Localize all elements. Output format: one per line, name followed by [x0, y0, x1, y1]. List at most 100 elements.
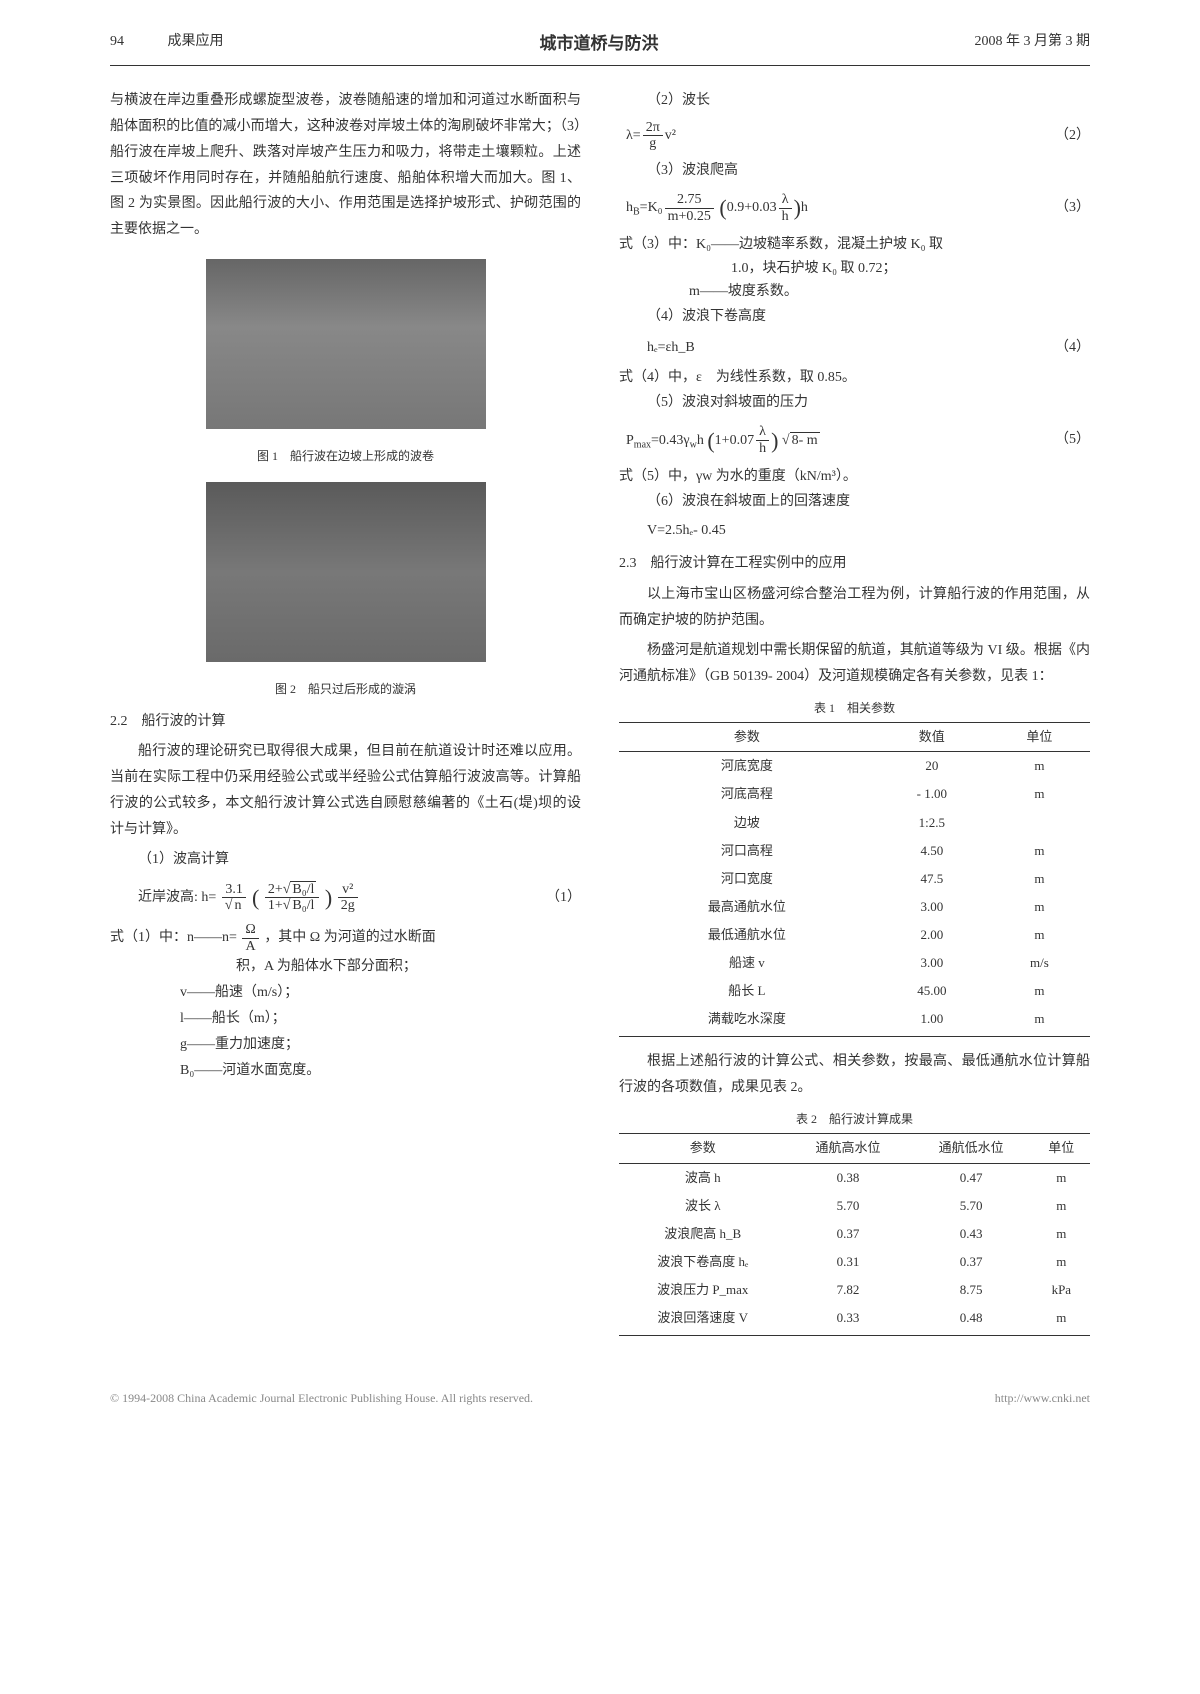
table-row: 最低通航水位2.00m	[619, 921, 1090, 949]
table-cell: - 1.00	[875, 780, 989, 808]
eq4-number: （4）	[1055, 336, 1090, 360]
table-cell: m	[989, 921, 1090, 949]
eq5-number: （5）	[1055, 428, 1090, 452]
table-cell: 河口宽度	[619, 865, 875, 893]
table-cell: 0.43	[910, 1220, 1033, 1248]
table-2-caption: 表 2 船行波计算成果	[619, 1109, 1090, 1129]
table-header: 参数	[619, 723, 875, 752]
table-row: 船速 v3.00m/s	[619, 949, 1090, 977]
header-left-label: 成果应用	[168, 34, 224, 49]
page-header: 94 成果应用 城市道桥与防洪 2008 年 3 月第 3 期	[110, 30, 1090, 66]
eq5-desc: 式（5）中，γw 为水的重度（kN/m³）。	[619, 465, 1090, 489]
eq1-desc-v: v——船速（m/s）；	[180, 980, 581, 1006]
eq3-desc-line2: m——坡度系数。	[689, 280, 1090, 304]
table-cell: 4.50	[875, 837, 989, 865]
table-cell: m	[1033, 1220, 1090, 1248]
eq3-formula: hB=K₀2.75m+0.25 (0.9+0.03λh)h	[626, 189, 808, 226]
right-column: （2）波长 λ=2πgv² （2） （3）波浪爬高 hB=K₀2.75m+0.2…	[619, 88, 1090, 1348]
item-5-title: （5）波浪对斜坡面的压力	[619, 390, 1090, 416]
table-row: 波浪下卷高度 hₑ0.310.37m	[619, 1248, 1090, 1276]
table-cell: 波浪回落速度 V	[619, 1304, 787, 1336]
table-cell: 3.00	[875, 949, 989, 977]
table-cell: 0.37	[787, 1220, 910, 1248]
table-cell: 20	[875, 752, 989, 781]
table-cell: m	[1033, 1304, 1090, 1336]
figure-1-caption: 图 1 船行波在边坡上形成的波卷	[110, 446, 581, 466]
header-left: 94 成果应用	[110, 30, 224, 59]
header-right: 2008 年 3 月第 3 期	[975, 30, 1091, 59]
table-cell: m	[989, 893, 1090, 921]
figure-1-image	[206, 259, 486, 429]
section-2-2: 2.2 船行波的计算	[110, 710, 581, 734]
table-cell: 45.00	[875, 977, 989, 1005]
figure-2: 图 2 船只过后形成的漩涡	[110, 482, 581, 699]
table-header: 单位	[989, 723, 1090, 752]
table-row: 河底高程- 1.00m	[619, 780, 1090, 808]
table-cell: 2.00	[875, 921, 989, 949]
eq6-formula: V=2.5hₑ- 0.45	[647, 519, 1090, 543]
eq3-number: （3）	[1055, 196, 1090, 220]
table-cell: 河口高程	[619, 837, 875, 865]
item-4-title: （4）波浪下卷高度	[619, 304, 1090, 330]
eq1-desc-b0: B₀——河道水面宽度。	[180, 1058, 581, 1084]
table-cell: 波长 λ	[619, 1192, 787, 1220]
table-cell	[989, 809, 1090, 837]
table-cell: 8.75	[910, 1276, 1033, 1304]
table-cell: 0.31	[787, 1248, 910, 1276]
table-1: 参数 数值 单位 河底宽度20m河底高程- 1.00m边坡1:2.5河口高程4.…	[619, 722, 1090, 1037]
eq2-number: （2）	[1055, 124, 1090, 148]
left-column: 与横波在岸边重叠形成螺旋型波卷，波卷随船速的增加和河道过水断面积与船体面积的比值…	[110, 88, 581, 1348]
equation-3: hB=K₀2.75m+0.25 (0.9+0.03λh)h （3）	[626, 189, 1090, 226]
eq3-desc-line1: 式（3）中：K₀——边坡糙率系数，混凝土护坡 K₀ 取	[619, 233, 1090, 257]
table-cell: 满载吃水深度	[619, 1005, 875, 1037]
eq1-desc-g: g——重力加速度；	[180, 1032, 581, 1058]
table-row: 满载吃水深度1.00m	[619, 1005, 1090, 1037]
eq1-desc-n: 式（1）中：n——n= ΩA ，其中 Ω 为河道的过水断面	[110, 922, 581, 954]
table-cell: 波高 h	[619, 1163, 787, 1192]
table-cell: 船速 v	[619, 949, 875, 977]
paragraph: 与横波在岸边重叠形成螺旋型波卷，波卷随船速的增加和河道过水断面积与船体面积的比值…	[110, 88, 581, 243]
eq1-desc-area: 积，A 为船体水下部分面积；	[236, 954, 581, 980]
table-cell: m	[1033, 1248, 1090, 1276]
table-row: 河口高程4.50m	[619, 837, 1090, 865]
table-cell: 5.70	[787, 1192, 910, 1220]
eq3-desc-line1b: 1.0，块石护坡 K₀ 取 0.72；	[731, 257, 1090, 281]
two-column-content: 与横波在岸边重叠形成螺旋型波卷，波卷随船速的增加和河道过水断面积与船体面积的比值…	[110, 88, 1090, 1348]
table-cell: 0.48	[910, 1304, 1033, 1336]
table-cell: 最高通航水位	[619, 893, 875, 921]
table-cell: 波浪爬高 h_B	[619, 1220, 787, 1248]
table-2: 参数 通航高水位 通航低水位 单位 波高 h0.380.47m波长 λ5.705…	[619, 1133, 1090, 1336]
table-row: 波浪压力 P_max7.828.75kPa	[619, 1276, 1090, 1304]
footer-copyright: © 1994-2008 China Academic Journal Elect…	[110, 1388, 533, 1408]
table-cell: m	[989, 1005, 1090, 1037]
paragraph: 根据上述船行波的计算公式、相关参数，按最高、最低通航水位计算船行波的各项数值，成…	[619, 1049, 1090, 1101]
eq1-formula: 近岸波高: h= 3.1√n ( 2+√B₀/l1+√B₀/l ) v²2g	[138, 879, 360, 916]
table-cell: m/s	[989, 949, 1090, 977]
item-3-title: （3）波浪爬高	[619, 158, 1090, 184]
eq4-formula: hₑ=εh_B	[647, 336, 695, 360]
table-row: 参数 数值 单位	[619, 723, 1090, 752]
table-cell: 47.5	[875, 865, 989, 893]
table-cell: m	[989, 780, 1090, 808]
table-cell: 波浪下卷高度 hₑ	[619, 1248, 787, 1276]
table-cell: 最低通航水位	[619, 921, 875, 949]
table-row: 边坡1:2.5	[619, 809, 1090, 837]
table-cell: m	[1033, 1163, 1090, 1192]
paragraph: 船行波的理论研究已取得很大成果，但目前在航道设计时还难以应用。当前在实际工程中仍…	[110, 739, 581, 843]
table-row: 参数 通航高水位 通航低水位 单位	[619, 1134, 1090, 1163]
table-cell: m	[989, 865, 1090, 893]
figure-1: 图 1 船行波在边坡上形成的波卷	[110, 259, 581, 466]
table-cell: 河底宽度	[619, 752, 875, 781]
table-cell: 0.47	[910, 1163, 1033, 1192]
table-cell: 波浪压力 P_max	[619, 1276, 787, 1304]
eq5-formula: Pmax=0.43γwh (1+0.07λh) √8- m	[626, 422, 820, 459]
section-2-3: 2.3 船行波计算在工程实例中的应用	[619, 552, 1090, 576]
eq2-formula: λ=2πgv²	[626, 120, 676, 152]
table-1-caption: 表 1 相关参数	[619, 698, 1090, 718]
figure-2-caption: 图 2 船只过后形成的漩涡	[110, 679, 581, 699]
footer: © 1994-2008 China Academic Journal Elect…	[110, 1388, 1090, 1408]
table-row: 波长 λ5.705.70m	[619, 1192, 1090, 1220]
table-row: 河底宽度20m	[619, 752, 1090, 781]
table-header: 通航高水位	[787, 1134, 910, 1163]
eq1-number: （1）	[546, 886, 581, 910]
